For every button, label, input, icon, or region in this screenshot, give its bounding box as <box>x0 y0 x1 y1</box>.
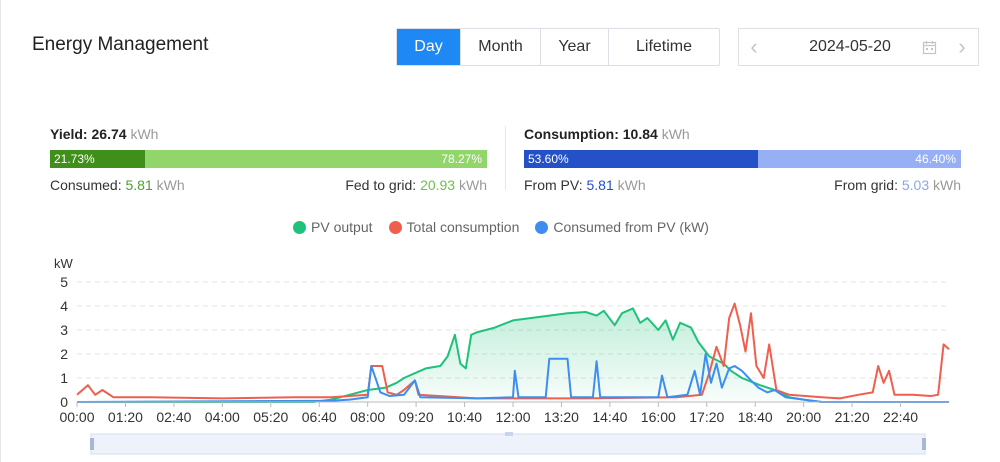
date-value[interactable]: 2024-05-20 <box>809 38 891 55</box>
legend-item-total-consumption[interactable]: Total consumption <box>388 218 520 236</box>
x-tick-label: 12:00 <box>495 409 530 425</box>
yield-value: 26.74 <box>91 126 127 142</box>
date-picker: ‹ 2024-05-20 › <box>738 28 979 66</box>
chevron-left-icon[interactable]: ‹ <box>750 34 758 59</box>
consumption-breakdown: From PV: 5.81 kWh From grid: 5.03 kWh <box>524 177 961 197</box>
yield-bar-consumed: 21.73% <box>50 150 145 168</box>
consumption-stat: Consumption: 10.84 kWh 53.60% 46.40% Fro… <box>524 126 961 197</box>
series-line-1 <box>76 302 950 400</box>
series-line-2 <box>76 353 949 403</box>
x-tick-label: 17:20 <box>689 409 724 425</box>
tab-year[interactable]: Year <box>541 29 609 65</box>
y-axis-label: kW <box>54 256 74 271</box>
y-tick-label: 0 <box>60 394 68 410</box>
x-tick-label: 22:40 <box>883 409 918 425</box>
x-tick-label: 13:20 <box>544 409 579 425</box>
legend-dot-icon <box>293 220 307 234</box>
from-pv-label: From PV: <box>524 177 583 193</box>
yield-bar-fed: 78.27% <box>144 150 487 168</box>
legend-item-pv-output[interactable]: PV output <box>293 218 373 236</box>
yield-breakdown: Consumed: 5.81 kWh Fed to grid: 20.93 kW… <box>50 177 487 197</box>
calendar-icon[interactable] <box>915 29 943 65</box>
from-pv-unit: kWh <box>617 177 646 193</box>
from-grid-label: From grid: <box>834 177 898 193</box>
y-tick-label: 2 <box>60 346 68 362</box>
yield-header: Yield: 26.74 kWh <box>50 126 487 144</box>
zoom-slider-track[interactable] <box>90 433 926 455</box>
consumption-header: Consumption: 10.84 kWh <box>524 126 961 144</box>
x-tick-label: 00:00 <box>59 409 94 425</box>
yield-fed-label: Fed to grid: <box>345 177 417 193</box>
yield-bar: 21.73% 78.27% <box>50 150 487 168</box>
legend-item-consumed-from-pv[interactable]: Consumed from PV (kW) <box>535 218 709 236</box>
consumption-label: Consumption: <box>524 126 619 142</box>
zoom-handle-left[interactable] <box>90 438 94 450</box>
tab-day[interactable]: Day <box>397 29 461 65</box>
x-tick-label: 18:40 <box>738 409 773 425</box>
x-tick-label: 10:40 <box>447 409 482 425</box>
legend-label: PV output <box>311 219 373 235</box>
legend-dot-icon <box>535 220 549 234</box>
x-tick-label: 21:20 <box>835 409 870 425</box>
consumption-from-grid: From grid: 5.03 kWh <box>834 177 961 193</box>
x-tick-label: 06:40 <box>302 409 337 425</box>
consumption-bar: 53.60% 46.40% <box>524 150 961 168</box>
page-title: Energy Management <box>32 34 209 55</box>
legend-dot-icon <box>388 220 402 234</box>
consumption-bar-pv: 53.60% <box>524 150 759 168</box>
power-line-chart: kW 0 1 2 3 4 5 00:00 01:20 02:40 04:00 05:20 06:40 08… <box>54 256 950 455</box>
y-tick-label: 5 <box>60 274 68 290</box>
yield-fed-value: 20.93 <box>420 177 456 193</box>
x-tick-label: 14:40 <box>592 409 627 425</box>
legend-label: Total consumption <box>406 219 520 235</box>
yield-consumed-value: 5.81 <box>125 177 153 193</box>
yield-label: Yield: <box>50 126 88 142</box>
chart-legend: PV output Total consumption Consumed fro… <box>1 218 1000 236</box>
x-tick-label: 04:00 <box>205 409 240 425</box>
series-line-0 <box>77 307 949 403</box>
yield-unit: kWh <box>130 126 159 142</box>
tab-month[interactable]: Month <box>461 29 541 65</box>
x-tick-label: 20:00 <box>786 409 821 425</box>
y-tick-label: 4 <box>60 298 68 314</box>
x-tick-label: 09:20 <box>399 409 434 425</box>
zoom-handle-right[interactable] <box>922 438 926 450</box>
consumption-bar-grid: 46.40% <box>758 150 961 168</box>
from-grid-unit: kWh <box>933 177 961 193</box>
yield-stat: Yield: 26.74 kWh 21.73% 78.27% Consumed:… <box>50 126 487 197</box>
stat-divider <box>505 126 506 190</box>
x-tick-label: 16:00 <box>641 409 676 425</box>
series-area-0 <box>77 308 949 402</box>
yield-consumed-label: Consumed: <box>50 177 122 193</box>
x-tick-label: 08:00 <box>350 409 385 425</box>
yield-fed-unit: kWh <box>459 177 487 193</box>
tab-lifetime[interactable]: Lifetime <box>635 38 693 55</box>
legend-label: Consumed from PV (kW) <box>553 219 709 235</box>
chevron-right-icon[interactable]: › <box>958 34 966 59</box>
zoom-drag-icon[interactable] <box>505 432 513 436</box>
y-tick-label: 3 <box>60 322 68 338</box>
yield-consumed-unit: kWh <box>156 177 185 193</box>
yield-fed: Fed to grid: 20.93 kWh <box>345 177 487 193</box>
period-tabs: Day Month Year Lifetime <box>396 28 720 66</box>
x-tick-label: 05:20 <box>253 409 288 425</box>
consumption-unit: kWh <box>661 126 690 142</box>
x-tick-label: 02:40 <box>156 409 191 425</box>
consumption-from-pv: From PV: 5.81 kWh <box>524 177 646 193</box>
zoom-slider[interactable] <box>90 432 926 455</box>
yield-consumed: Consumed: 5.81 kWh <box>50 177 185 193</box>
consumption-value: 10.84 <box>622 126 658 142</box>
from-pv-value: 5.81 <box>586 177 614 193</box>
from-grid-value: 5.03 <box>901 177 930 193</box>
x-tick-label: 01:20 <box>108 409 143 425</box>
y-tick-label: 1 <box>60 370 68 386</box>
